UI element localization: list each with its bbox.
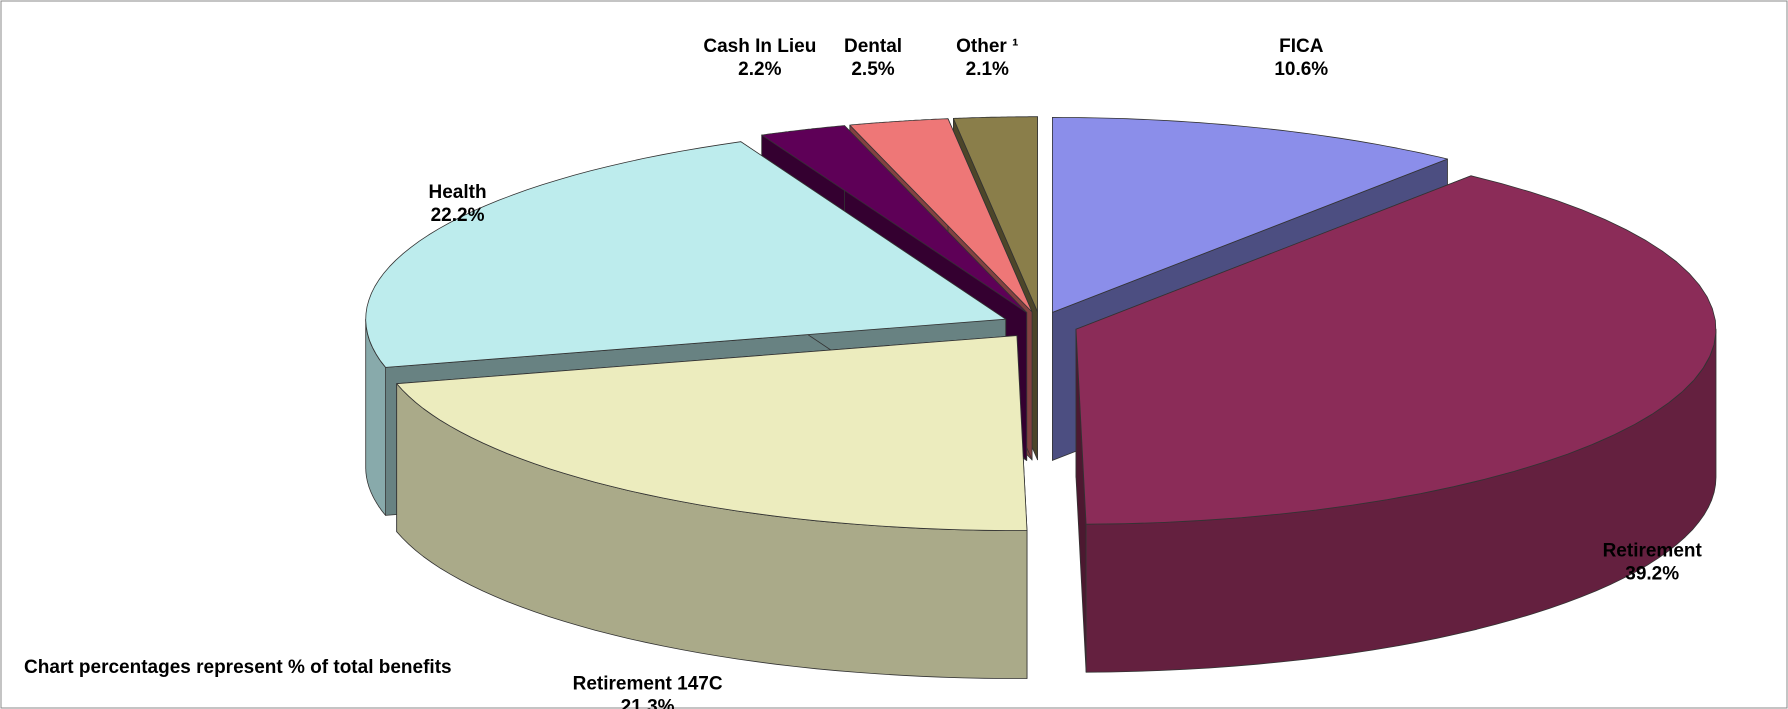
slice-label: Other ¹	[956, 36, 1018, 57]
slice	[396, 335, 1028, 531]
slice-value-label: 2.1%	[966, 59, 1009, 80]
slice-label: Health	[428, 182, 486, 203]
slice-label: FICA	[1279, 36, 1324, 57]
slice-label: Dental	[844, 36, 902, 57]
slice-label: Retirement	[1603, 540, 1703, 561]
slice-value-label: 39.2%	[1625, 563, 1679, 584]
pie	[365, 116, 1717, 679]
slice-value-label: 22.2%	[431, 205, 485, 226]
slice	[953, 116, 1038, 313]
slice-value-label: 2.5%	[851, 59, 894, 80]
footnote: Chart percentages represent % of total b…	[24, 657, 452, 678]
slice-value-label: 2.2%	[738, 59, 781, 80]
slice	[1075, 175, 1717, 525]
slice	[365, 141, 1007, 368]
slice-value-label: 21.3%	[621, 696, 675, 709]
slice	[761, 125, 1028, 313]
slice	[849, 118, 1033, 313]
slice	[1052, 117, 1448, 313]
slice-value-label: 10.6%	[1274, 59, 1328, 80]
slice-label: Cash In Lieu	[703, 36, 816, 57]
slice-label: Retirement 147C	[573, 673, 723, 694]
